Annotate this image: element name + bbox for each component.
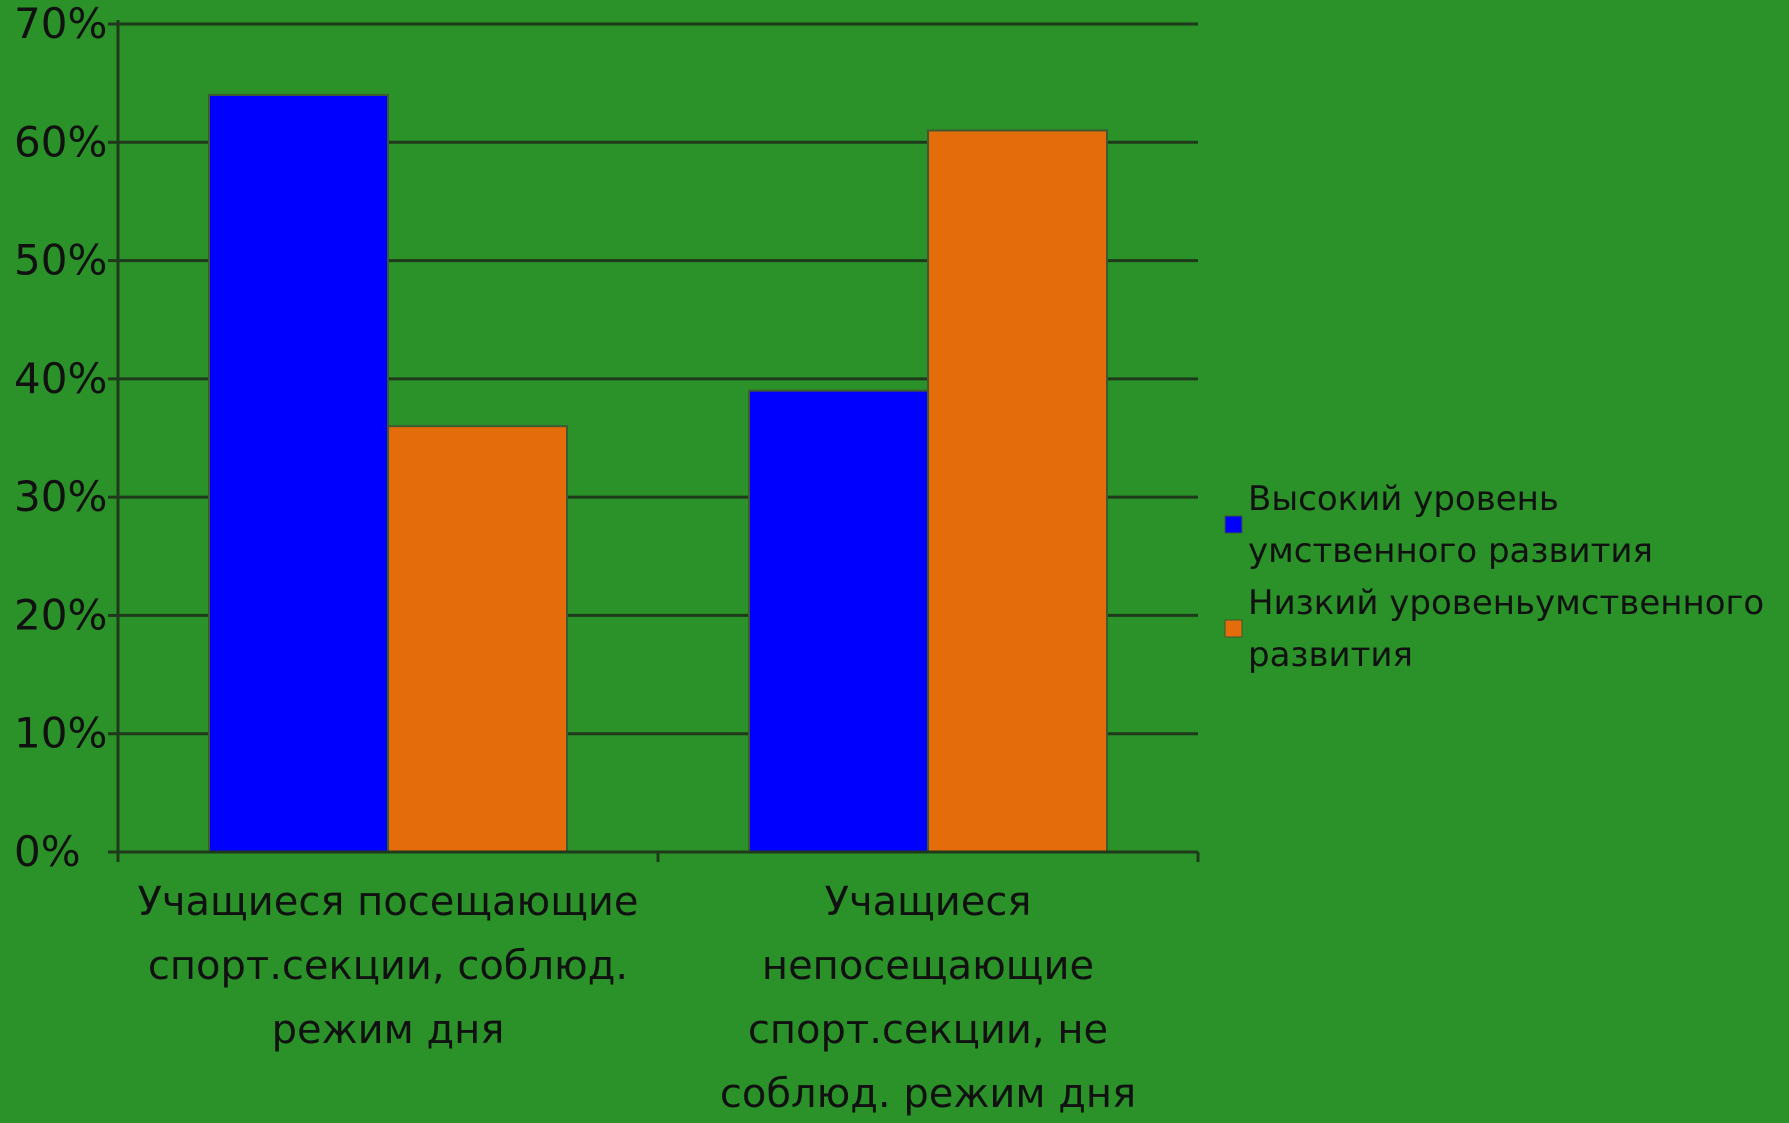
bar-series-1-category-1 xyxy=(208,93,389,853)
legend-label-line: Высокий уровень xyxy=(1248,479,1559,519)
legend-label-line: Низкий уровеньумственного xyxy=(1248,583,1764,623)
x-tick-label-line: соблюд. режим дня xyxy=(720,1071,1136,1117)
legend-swatch xyxy=(1224,619,1243,638)
x-tick-label-line: непосещающие xyxy=(762,943,1094,989)
x-tick-label-line: Учащиеся посещающие xyxy=(138,879,639,925)
legend-label: Низкий уровеньумственного развития xyxy=(1248,583,1764,675)
y-tick-label: 30% xyxy=(14,472,107,521)
bar-series-2-category-1 xyxy=(387,425,568,853)
x-tick-label-line: режим дня xyxy=(272,1007,505,1053)
y-tick-label: 40% xyxy=(14,354,107,403)
x-tick-label: Учащиеся непосещающие спорт.секции, не собл… xyxy=(720,879,1136,1117)
x-tick-label-line: Учащиеся xyxy=(825,879,1032,925)
x-tick-label: Учащиеся посещающие спорт.секции, соблюд.… xyxy=(138,879,639,1053)
x-tick-label-line: спорт.секции, не xyxy=(748,1007,1108,1053)
x-tick-label-line: спорт.секции, соблюд. xyxy=(148,943,628,989)
y-tick-label: 10% xyxy=(14,709,107,758)
legend-label: Высокий уровень умственного развития xyxy=(1248,479,1653,571)
legend-label-line: умственного развития xyxy=(1248,531,1653,571)
y-tick-label: 0% xyxy=(14,827,81,876)
bar-series-2-category-2 xyxy=(927,129,1108,853)
y-tick-label: 50% xyxy=(14,236,107,285)
bar-series-1-category-2 xyxy=(748,389,929,853)
y-tick-label: 70% xyxy=(14,0,107,48)
legend-swatch xyxy=(1224,515,1243,534)
y-tick-label: 20% xyxy=(14,590,107,639)
legend-label-line: развития xyxy=(1248,635,1413,675)
y-tick-label: 60% xyxy=(14,117,107,166)
